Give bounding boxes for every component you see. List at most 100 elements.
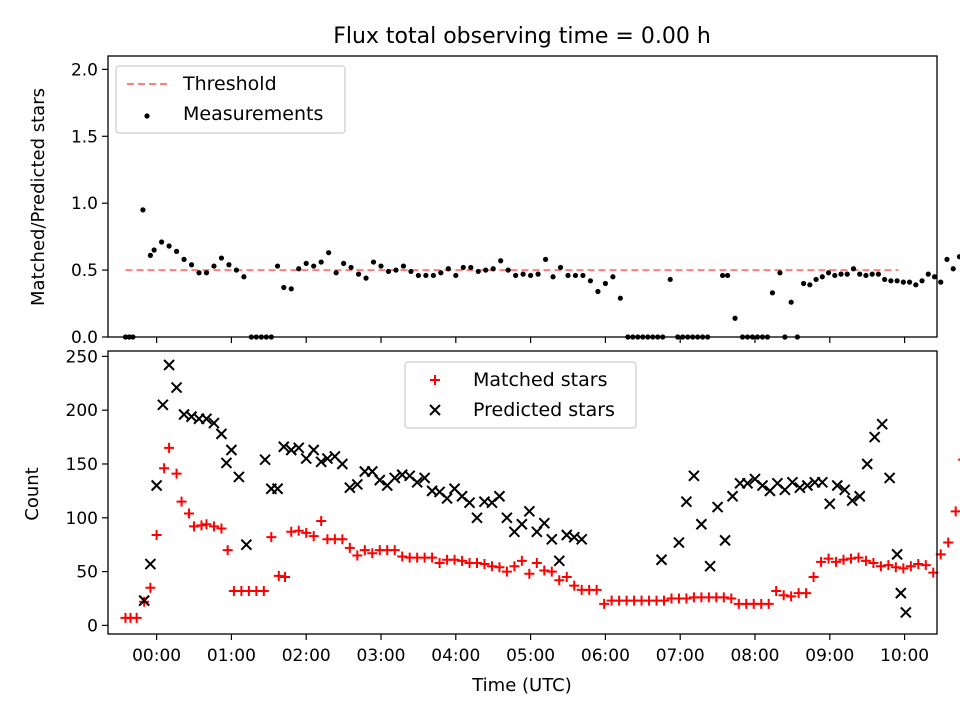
predicted-star-point [688,470,700,482]
bottom-x-axis-label: Time (UTC) [471,675,572,696]
bottom-x-tick-label: 03:00 [357,646,406,666]
matched-star-point [280,571,291,582]
matched-star-point [658,595,669,606]
measurement-point [218,255,225,261]
matched-star-point [524,568,535,579]
measurement-point [535,271,541,277]
predicted-star-point [411,476,423,488]
matched-star-point [258,585,269,596]
matched-star-point [308,531,319,542]
predicted-star-point [336,458,349,470]
measurement-point [769,290,776,296]
matched-star-point [853,552,864,563]
matched-star-point [196,520,207,531]
bottom-x-tick-label: 01:00 [207,646,256,666]
legend-measurements-label: Measurements [183,103,323,125]
measurement-point [281,284,287,291]
matched-star-point [266,532,277,543]
measurement-point [400,263,407,269]
matched-star-point [599,598,610,609]
matched-star-point [201,519,212,530]
measurement-point [732,315,738,321]
matched-star-point [554,575,565,586]
predicted-star-point [374,474,386,486]
measurement-point [181,256,187,262]
legend-measurements-swatch [144,113,150,119]
predicted-star-point [493,490,506,502]
matched-star-point [838,554,849,565]
measurement-point [341,260,347,267]
matched-star-point [539,565,550,576]
predicted-star-point [471,512,483,524]
predicted-star-point [876,418,888,430]
bottom-legend-box [404,361,637,429]
matched-star-point [868,557,879,568]
predicted-star-point [208,417,220,429]
measurement-point [724,272,731,279]
matched-star-point [131,612,142,623]
matched-star-point [569,580,580,591]
matched-star-point [913,559,924,570]
matched-star-point [457,555,468,566]
measurement-point [445,266,451,272]
predicted-star-point [726,490,739,502]
predicted-star-point [868,431,881,443]
predicted-star-point [553,555,565,567]
predicted-star-point [344,481,356,494]
top-y-tick-label: 2.0 [71,60,98,80]
bottom-y-axis-label: Count [22,467,43,520]
measurement-point [572,272,579,279]
matched-star-point [389,545,400,556]
measurement-point [528,272,534,279]
predicted-star-point [891,548,903,561]
measurement-point [415,272,422,279]
matched-star-point [771,585,782,596]
measurement-point [667,276,673,283]
predicted-star-point [756,479,769,492]
matched-star-point [471,557,482,568]
measurement-point [882,276,888,283]
predicted-star-point [501,512,513,524]
top-y-tick-label: 1.0 [71,194,98,214]
matched-star-point [808,571,819,582]
predicted-star-point [786,476,799,488]
matched-star-point [486,561,497,572]
measurement-point [211,263,217,269]
measurement-point [550,274,556,280]
predicted-star-point [846,494,858,507]
predicted-star-point [538,517,551,529]
bottom-x-tick-label: 10:00 [880,646,929,666]
matched-star-point [159,463,170,474]
measurement-point [296,266,302,272]
matched-star-point [823,553,834,564]
matched-star-point [801,588,812,599]
legend-predicted-label: Predicted stars [473,399,615,421]
matched-star-point [950,506,960,517]
bottom-y-tick-label: 100 [66,509,98,529]
matched-star-point [718,592,729,603]
matched-star-point [273,570,284,581]
measurement-point [587,278,594,284]
legend-matched-swatch [430,375,440,385]
matched-star-point [367,548,378,559]
predicted-star-point [680,495,693,508]
matched-star-point [501,566,512,577]
predicted-star-point [259,453,271,466]
measurement-point [203,270,210,276]
predicted-star-point [719,534,731,547]
predicted-star-point [463,497,476,509]
measurement-point [147,252,153,258]
measurement-point [460,264,466,271]
predicted-star-point [418,472,431,484]
measurement-point [348,264,354,271]
top-legend: Threshold Measurements [115,65,346,134]
measurement-point [894,278,900,284]
matched-star-point [449,554,460,565]
measurement-point [788,299,794,305]
predicted-star-point [741,477,754,490]
measurement-point [869,271,875,277]
matched-star-point [344,542,355,553]
measurement-point [355,271,362,277]
measurement-point [385,268,392,275]
top-chart-title: Flux total observing time = 0.00 h [333,24,711,49]
